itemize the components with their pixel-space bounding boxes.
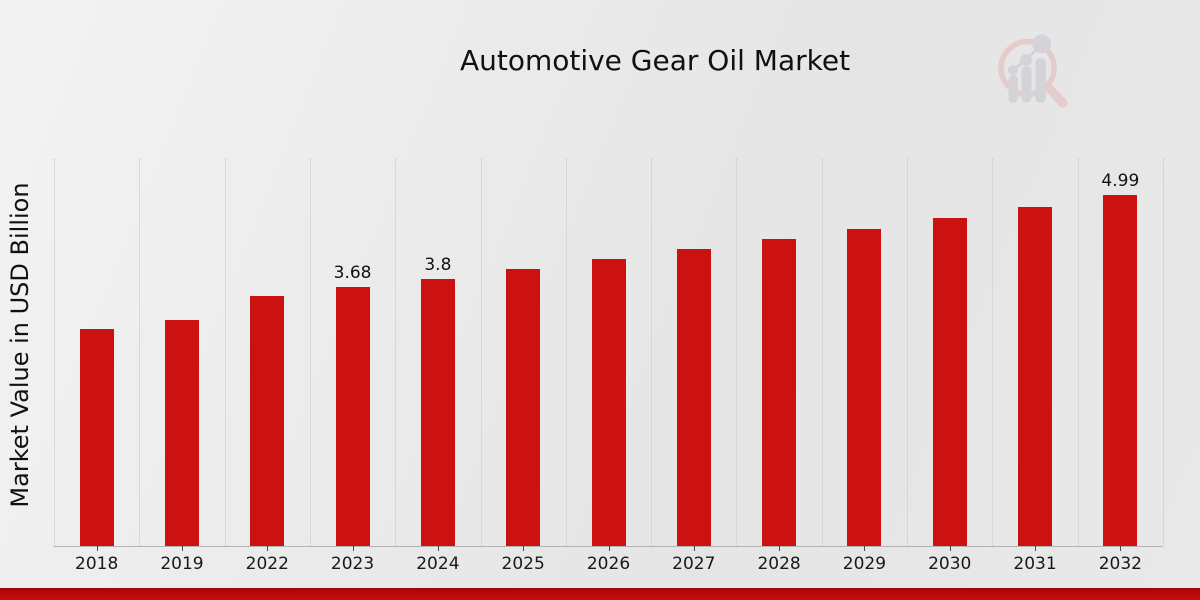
- x-tick-label-2025: 2025: [501, 554, 545, 574]
- x-tick-label-2026: 2026: [586, 554, 631, 574]
- x-tick-label-2032: 2032: [1098, 554, 1142, 574]
- x-axis-tick: [864, 546, 866, 551]
- x-axis-tick: [181, 546, 183, 551]
- gridline: [907, 159, 909, 546]
- x-axis-tick: [1120, 546, 1122, 551]
- x-tick-label-2018: 2018: [75, 554, 119, 574]
- bar-2023: [335, 287, 370, 546]
- x-tick-label-2029: 2029: [842, 554, 887, 574]
- x-axis-tick: [608, 546, 610, 551]
- footer-accent-bar: [0, 588, 1200, 600]
- gridline: [821, 159, 823, 546]
- bar-2026: [591, 258, 626, 546]
- x-axis-tick: [693, 546, 695, 551]
- x-axis-tick: [523, 546, 525, 551]
- gridline: [565, 159, 567, 546]
- magnifier-bar-chart-logo-icon: [998, 34, 1068, 108]
- bar-2018: [79, 329, 114, 546]
- data-label-2023: 3.68: [333, 263, 372, 284]
- gridline: [736, 159, 738, 546]
- x-axis-tick: [437, 546, 439, 551]
- x-tick-label-2028: 2028: [757, 554, 801, 574]
- bar-2022: [250, 296, 285, 546]
- bar-2031: [1018, 206, 1053, 546]
- gridline: [651, 159, 653, 546]
- bar-2032: [1103, 194, 1138, 546]
- bar-2028: [762, 239, 797, 546]
- gridline: [139, 159, 141, 546]
- data-label-2032: 4.99: [1101, 170, 1140, 191]
- bar-2029: [847, 228, 882, 546]
- data-label-2024: 3.8: [424, 254, 452, 275]
- chart-title: Automotive Gear Oil Market: [459, 44, 851, 77]
- x-axis-tick: [949, 546, 951, 551]
- gridline: [992, 159, 994, 546]
- x-tick-label-2023: 2023: [330, 554, 375, 574]
- gridline: [309, 159, 311, 546]
- gridline: [1163, 159, 1164, 546]
- gridline: [224, 159, 226, 546]
- x-axis-tick: [1035, 546, 1037, 551]
- bar-2027: [676, 249, 711, 546]
- y-axis-spine: [54, 159, 55, 546]
- x-axis-tick: [779, 546, 781, 551]
- x-tick-label-2027: 2027: [672, 554, 716, 574]
- x-axis-tick: [96, 546, 98, 551]
- x-tick-label-2030: 2030: [928, 554, 972, 574]
- gridline: [1077, 159, 1079, 546]
- y-axis-label: Market Value in USD Billion: [6, 182, 34, 508]
- gridline: [395, 159, 397, 546]
- x-tick-label-2022: 2022: [245, 554, 289, 574]
- x-tick-label-2019: 2019: [160, 554, 204, 574]
- bar-2024: [420, 278, 455, 546]
- x-axis-tick: [352, 546, 354, 551]
- bar-2025: [506, 268, 541, 546]
- bar-2019: [164, 320, 199, 546]
- plot-area: 2018 2019 2022 2023 3.68 2024 3.8 2025 2026 2027 2…: [54, 159, 1164, 574]
- x-tick-label-2024: 2024: [416, 554, 460, 574]
- gridline: [480, 159, 482, 546]
- bar-2030: [932, 218, 967, 546]
- x-tick-label-2031: 2031: [1013, 554, 1057, 574]
- x-axis-tick: [267, 546, 269, 551]
